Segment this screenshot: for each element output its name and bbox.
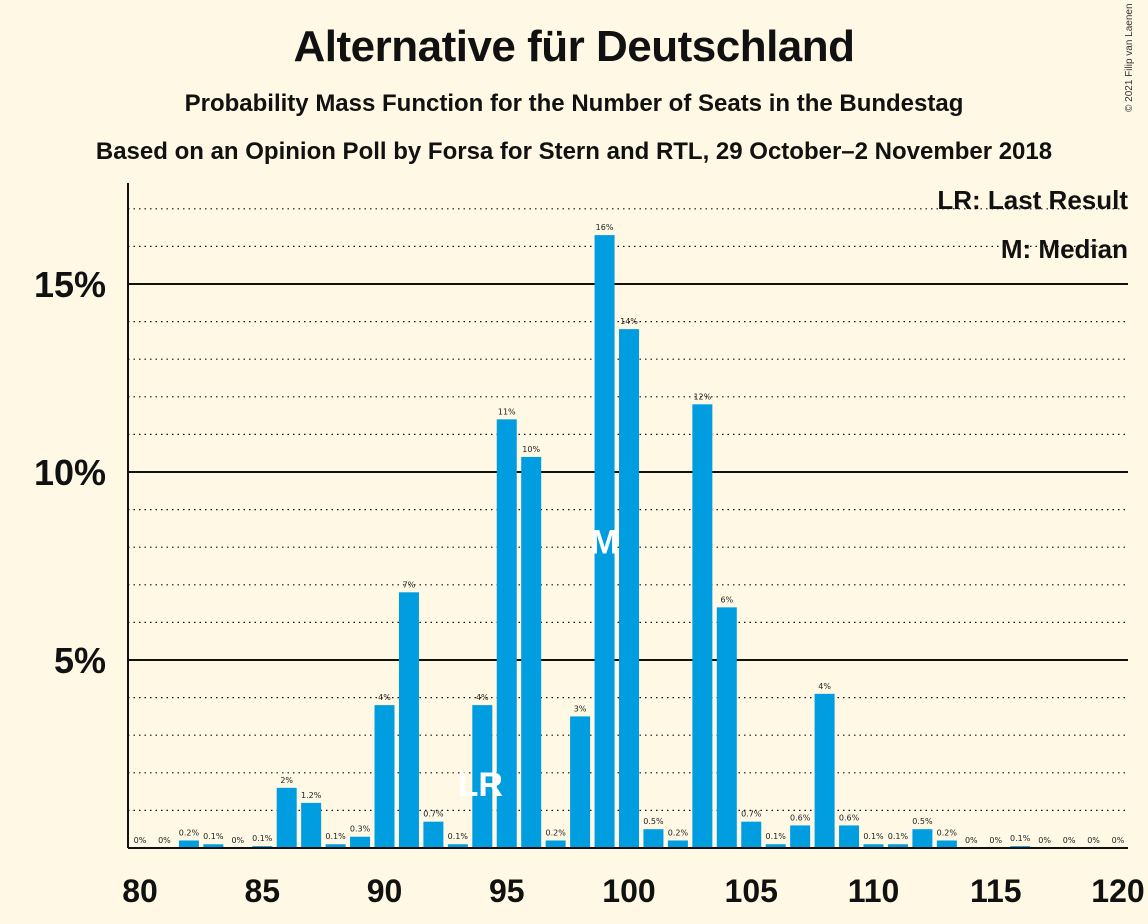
bar-label-seat-108: 4% (818, 682, 831, 691)
bar-seat-98 (570, 716, 591, 848)
bar-label-seat-91: 7% (403, 580, 416, 589)
bar-label-seat-120: 0% (1112, 836, 1125, 845)
x-tick-label: 115 (970, 873, 1022, 909)
bar-seat-108 (814, 693, 835, 848)
x-tick-label: 120 (1091, 873, 1144, 909)
axes (127, 183, 1128, 849)
bar-label-seat-84: 0% (231, 836, 244, 845)
bar-seat-86 (276, 787, 297, 848)
bars (178, 235, 1031, 848)
bar-label-seat-89: 0.3% (350, 825, 371, 834)
chart-title: Alternative für Deutschland (293, 22, 855, 71)
bar-seat-101 (643, 829, 664, 848)
bar-seat-83 (203, 844, 224, 848)
bar-label-seat-103: 12% (693, 392, 711, 401)
bar-seat-104 (716, 607, 737, 848)
bar-label-seat-105: 0.7% (741, 810, 762, 819)
bar-seat-113 (936, 840, 957, 848)
x-tick-label: 90 (367, 873, 403, 909)
bar-label-seat-93: 0.1% (448, 832, 469, 841)
bar-seat-89 (350, 836, 371, 848)
bar-label-seat-111: 0.1% (888, 832, 909, 841)
bar-label-seat-113: 0.2% (937, 828, 958, 837)
last-result-marker: LR (458, 766, 503, 804)
legend-last-result: LR: Last Result (937, 185, 1128, 215)
bar-label-seat-100: 14% (620, 317, 638, 326)
chart-source: Based on an Opinion Poll by Forsa for St… (95, 138, 1053, 165)
bar-label-seat-97: 0.2% (545, 828, 566, 837)
bar-label-seat-114: 0% (965, 836, 978, 845)
x-tick-label: 85 (244, 873, 280, 909)
y-tick-label: 5% (54, 640, 106, 681)
markers: LR M (458, 524, 619, 804)
x-tick-label: 95 (489, 873, 525, 909)
bar-seat-88 (325, 844, 346, 848)
bar-label-seat-110: 0.1% (863, 832, 884, 841)
bar-seat-112 (912, 829, 933, 848)
bar-seat-100 (619, 329, 639, 848)
bar-seat-102 (667, 840, 688, 848)
bar-seat-106 (765, 844, 786, 848)
bar-label-seat-96: 10% (522, 445, 540, 454)
bar-seat-111 (887, 844, 908, 848)
bar-label-seat-109: 0.6% (839, 813, 860, 822)
bar-label-seat-101: 0.5% (643, 817, 664, 826)
bar-label-seat-98: 3% (574, 704, 587, 713)
bar-label-seat-81: 0% (158, 836, 171, 845)
bar-label-seat-92: 0.7% (423, 810, 444, 819)
bar-seat-87 (301, 802, 322, 848)
x-tick-label: 100 (602, 873, 655, 909)
bar-seat-94 (472, 705, 493, 848)
bar-label-seat-87: 1.2% (301, 791, 322, 800)
bar-seat-91 (398, 592, 419, 848)
bar-label-seat-83: 0.1% (203, 832, 224, 841)
bar-label-seat-94: 4% (476, 693, 489, 702)
bar-seat-82 (178, 840, 199, 848)
bar-label-seat-104: 6% (720, 595, 733, 604)
bar-seat-90 (374, 705, 395, 848)
bar-seat-97 (545, 840, 566, 848)
bar-seat-96 (521, 456, 542, 848)
bar-label-seat-117: 0% (1038, 836, 1051, 845)
bar-label-seat-115: 0% (989, 836, 1002, 845)
bar-seat-110 (863, 844, 884, 848)
x-tick-label: 105 (725, 873, 778, 909)
bar-label-seat-82: 0.2% (179, 828, 200, 837)
bar-labels: 0% 0%0.2% 0.1% 0% 0.1%2%1.2%0.1%0.3%4%7%0.7%… (134, 223, 1125, 845)
bar-label-seat-85: 0.1% (252, 834, 273, 843)
bar-label-seat-88: 0.1% (325, 832, 346, 841)
bar-label-seat-95: 11% (498, 407, 516, 416)
chart-subtitle: Probability Mass Function for the Number… (184, 90, 964, 117)
bar-label-seat-90: 4% (378, 693, 391, 702)
y-tick-label: 15% (34, 264, 106, 305)
bar-seat-99 (594, 235, 615, 848)
bar-label-seat-118: 0% (1063, 836, 1076, 845)
bar-seat-107 (790, 825, 811, 848)
bar-label-seat-80: 0% (134, 836, 147, 845)
bar-label-seat-102: 0.2% (668, 828, 689, 837)
median-marker: M (590, 524, 618, 562)
bar-seat-105 (741, 821, 762, 848)
bar-label-seat-106: 0.1% (766, 832, 787, 841)
x-tick-label: 110 (848, 873, 900, 909)
bar-label-seat-99: 16% (596, 223, 614, 232)
bar-seat-93 (447, 844, 468, 848)
bar-label-seat-112: 0.5% (912, 817, 933, 826)
x-tick-label: 80 (122, 873, 158, 909)
bar-seat-92 (423, 821, 444, 848)
bar-seat-95 (496, 419, 517, 848)
bar-label-seat-119: 0% (1087, 836, 1100, 845)
bar-label-seat-116: 0.1% (1010, 834, 1031, 843)
tick-labels: 5% 10% 15% 80 85 90 95 100 105 110 115 120 (34, 264, 1145, 909)
legend-median: M: Median (1001, 234, 1128, 264)
bar-label-seat-107: 0.6% (790, 813, 811, 822)
bar-seat-109 (839, 825, 860, 848)
bar-seat-103 (692, 404, 713, 848)
y-tick-label: 10% (34, 452, 106, 493)
bar-label-seat-86: 2% (280, 776, 293, 785)
